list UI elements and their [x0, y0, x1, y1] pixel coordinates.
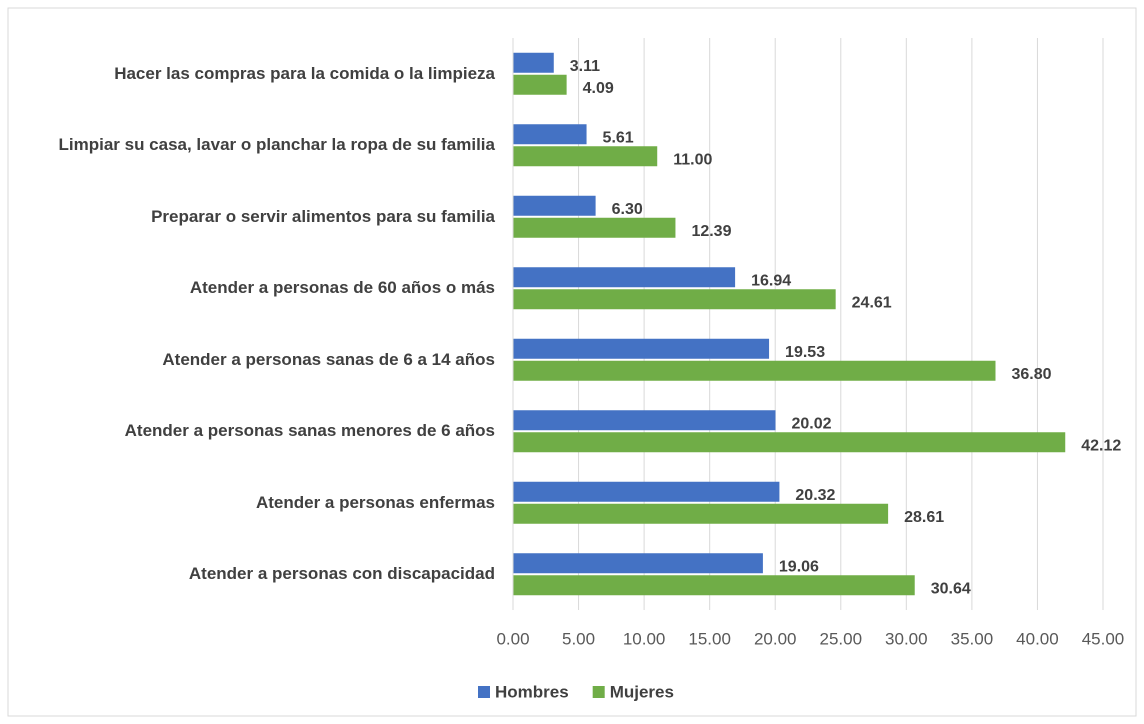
data-label: 20.32: [795, 487, 835, 504]
x-tick-label: 45.00: [1082, 629, 1125, 648]
legend-swatch: [478, 686, 490, 698]
category-label: Hacer las compras para la comida o la li…: [114, 63, 495, 83]
bar: [513, 124, 587, 145]
x-tick-label: 0.00: [496, 629, 529, 648]
category-label: Atender a personas enfermas: [255, 492, 495, 512]
x-tick-label: 40.00: [1016, 629, 1059, 648]
data-label: 16.94: [751, 272, 791, 289]
legend-label: Mujeres: [610, 682, 674, 701]
bar: [513, 553, 763, 574]
category-label: Atender a personas sanas de 6 a 14 años: [162, 349, 495, 369]
data-label: 19.06: [779, 558, 819, 575]
bar: [513, 289, 836, 310]
bar: [513, 410, 776, 431]
data-label: 6.30: [612, 201, 643, 218]
bar: [513, 217, 676, 238]
x-tick-label: 35.00: [951, 629, 994, 648]
data-label: 28.61: [904, 509, 944, 526]
category-label: Atender a personas sanas menores de 6 añ…: [124, 421, 495, 441]
bar: [513, 74, 567, 95]
x-tick-label: 15.00: [688, 629, 731, 648]
category-label: Atender a personas con discapacidad: [188, 564, 495, 584]
bar: [513, 575, 915, 596]
data-label: 3.11: [570, 58, 600, 75]
data-label: 11.00: [673, 151, 712, 168]
data-label: 20.02: [791, 415, 831, 432]
x-tick-label: 25.00: [820, 629, 863, 648]
bar: [513, 432, 1066, 453]
x-tick-label: 10.00: [623, 629, 666, 648]
bar: [513, 338, 770, 359]
bar: [513, 481, 780, 502]
bar: [513, 146, 658, 167]
data-label: 19.53: [785, 344, 825, 361]
bar: [513, 267, 736, 288]
data-label: 12.39: [691, 223, 731, 240]
bar: [513, 195, 596, 216]
data-label: 42.12: [1081, 437, 1121, 454]
bar: [513, 52, 554, 73]
bar: [513, 503, 889, 524]
data-label: 30.64: [931, 580, 971, 597]
category-label: Atender a personas de 60 años o más: [189, 278, 495, 298]
legend-label: Hombres: [495, 682, 569, 701]
x-tick-label: 30.00: [885, 629, 928, 648]
data-label: 4.09: [583, 80, 614, 97]
category-label: Preparar o servir alimentos para su fami…: [151, 206, 495, 226]
data-label: 36.80: [1011, 366, 1051, 383]
data-label: 5.61: [603, 129, 634, 146]
x-tick-label: 5.00: [562, 629, 595, 648]
x-tick-label: 20.00: [754, 629, 797, 648]
legend-swatch: [592, 686, 605, 698]
data-label: 24.61: [852, 294, 892, 311]
category-label: Limpiar su casa, lavar o planchar la rop…: [58, 135, 495, 155]
bar: [513, 360, 996, 381]
